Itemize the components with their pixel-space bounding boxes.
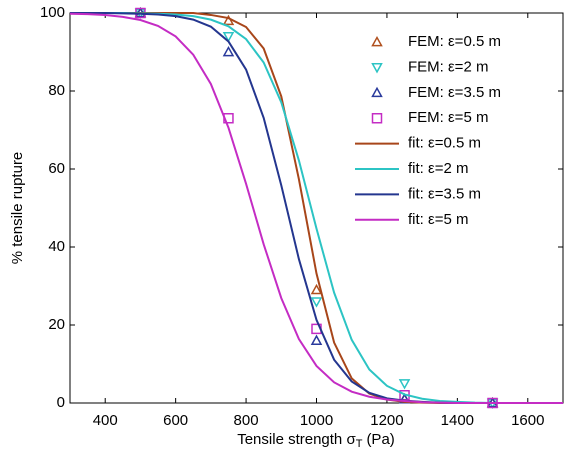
legend-marker — [371, 63, 383, 74]
fem-marker — [222, 45, 235, 57]
fem-marker — [487, 397, 498, 409]
legend-label: FEM: ε=5 m — [408, 109, 488, 126]
x-tick-label: 1600 — [511, 412, 544, 429]
x-label-unit: (Pa) — [366, 431, 394, 448]
legend-label: FEM: ε=2 m — [408, 58, 488, 75]
legend-label: FEM: ε=3.5 m — [408, 84, 501, 101]
x-axis-label: Tensile strength σT (Pa) — [237, 431, 395, 450]
fem-marker — [310, 334, 323, 345]
fem-marker — [222, 14, 235, 26]
y-tick-label: 0 — [57, 394, 65, 411]
fem-marker — [310, 283, 323, 295]
x-tick-label: 600 — [163, 412, 188, 429]
legend-marker — [371, 112, 383, 124]
fit-line — [69, 12, 563, 404]
legend-label: fit: ε=3.5 m — [408, 185, 481, 202]
x-tick-label: 1200 — [370, 412, 403, 429]
x-label-sub: T — [356, 438, 363, 450]
y-axis-label: % tensile rupture — [9, 152, 26, 265]
y-tick-label: 40 — [48, 238, 65, 255]
x-tick-label: 1400 — [441, 412, 474, 429]
x-tick-label: 1000 — [300, 412, 333, 429]
fem-marker — [222, 32, 235, 43]
plot-area — [69, 12, 564, 404]
fem-marker — [310, 297, 323, 308]
fem-marker — [398, 379, 411, 390]
legend-marker — [371, 35, 383, 47]
legend-label: fit: ε=2 m — [408, 160, 468, 177]
y-tick-label: 80 — [48, 82, 65, 99]
fem-marker — [399, 389, 410, 401]
y-tick-label: 60 — [48, 160, 65, 177]
x-label-text: Tensile strength σ — [237, 431, 356, 448]
legend-label: fit: ε=5 m — [408, 211, 468, 228]
x-tick-label: 800 — [234, 412, 259, 429]
x-tick-label: 400 — [93, 412, 118, 429]
y-tick-label: 20 — [48, 316, 65, 333]
legend-label: fit: ε=0.5 m — [408, 135, 481, 152]
legend-label: FEM: ε=0.5 m — [408, 33, 501, 50]
y-tick-label: 100 — [40, 4, 65, 21]
legend-marker — [371, 86, 383, 98]
fem-marker — [223, 113, 234, 124]
